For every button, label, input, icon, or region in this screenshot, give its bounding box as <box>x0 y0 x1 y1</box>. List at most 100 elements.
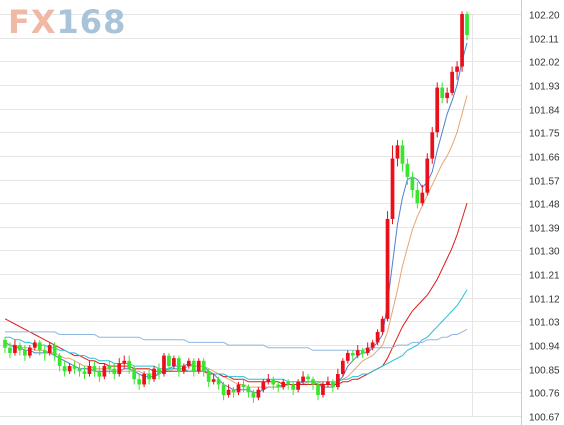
candle-body <box>251 392 256 398</box>
candle-body <box>92 366 97 372</box>
candle-body <box>465 14 469 36</box>
candle-body <box>420 192 425 204</box>
candle-body <box>450 71 454 93</box>
candle-body <box>375 331 380 343</box>
y-tick-label: 100.76 <box>529 389 560 400</box>
candle-body <box>57 355 62 367</box>
y-tick-label: 101.48 <box>529 200 560 211</box>
candle-body <box>410 176 415 191</box>
candle-body <box>395 145 400 159</box>
candle-body <box>286 381 291 385</box>
candle-body <box>331 381 335 388</box>
y-tick-label: 101.12 <box>529 295 560 306</box>
y-tick-label: 101.30 <box>529 247 560 258</box>
moving-average-line <box>5 95 468 388</box>
y-tick-label: 101.57 <box>529 177 560 188</box>
candle-body <box>186 360 191 367</box>
price-axis: 102.20 102.11 102.02 101.93 101.84 101.75 101.… <box>521 0 560 425</box>
candle-body <box>97 371 102 377</box>
candle-body <box>221 384 226 395</box>
y-tick-label: 100.94 <box>529 342 560 353</box>
y-tick-label: 101.84 <box>529 106 560 117</box>
candle-body <box>152 368 156 380</box>
candle-body <box>122 360 127 364</box>
candle-body <box>425 158 430 193</box>
candle-body <box>206 371 211 382</box>
candle-body <box>311 379 315 385</box>
candle-body <box>8 347 12 353</box>
candle-body <box>127 360 132 369</box>
y-tick-label: 101.03 <box>529 318 560 329</box>
candle-body <box>216 379 221 385</box>
candles <box>3 11 469 403</box>
candle-body <box>132 368 137 380</box>
y-tick-label: 102.02 <box>529 58 560 69</box>
candle-body <box>236 384 241 393</box>
candle-body <box>385 218 390 319</box>
candle-body <box>157 368 161 374</box>
candle-body <box>316 384 320 395</box>
candle-body <box>226 389 231 395</box>
candle-body <box>137 379 142 385</box>
candle-body <box>47 345 52 353</box>
candle-body <box>172 358 176 367</box>
candle-body <box>13 345 17 353</box>
candle-body <box>256 389 261 398</box>
candle-body <box>360 350 365 353</box>
candle-body <box>445 92 450 99</box>
candle-body <box>301 376 305 382</box>
candle-body <box>365 347 370 353</box>
candle-body <box>52 345 57 356</box>
candle-body <box>455 66 459 72</box>
candle-body <box>430 132 435 159</box>
y-tick-label: 102.20 <box>529 11 560 22</box>
fx168-logo: FX168 <box>8 2 126 42</box>
y-tick-label: 102.11 <box>529 35 559 46</box>
candle-body <box>380 318 385 332</box>
candle-body <box>102 366 107 377</box>
candle-body <box>191 360 196 372</box>
candle-body <box>355 350 360 356</box>
candle-body <box>167 355 171 367</box>
candle-body <box>345 352 350 361</box>
candle-body <box>112 368 117 374</box>
candle-body <box>162 355 166 374</box>
y-tick-label: 101.21 <box>529 271 560 282</box>
logo-digits: 168 <box>56 3 127 41</box>
y-tick-label: 100.85 <box>529 366 560 377</box>
candle-body <box>196 360 201 372</box>
candle-body <box>107 366 112 369</box>
candle-body <box>326 381 330 385</box>
candle-body <box>390 158 395 219</box>
candle-body <box>142 373 146 385</box>
candle-body <box>271 379 276 385</box>
candle-body <box>23 350 27 356</box>
candle-body <box>246 387 251 393</box>
moving-average-line <box>5 289 468 383</box>
candle-body <box>181 366 186 372</box>
candle-body <box>67 366 72 372</box>
candle-body <box>211 379 216 382</box>
candle-body <box>340 360 345 374</box>
candle-body <box>62 366 67 372</box>
candle-body <box>147 373 151 380</box>
y-tick-label: 101.75 <box>529 129 560 140</box>
moving-average-lines <box>4 42 468 393</box>
candle-body <box>261 381 266 390</box>
candle-body <box>281 381 286 388</box>
candle-body <box>400 145 405 164</box>
candle-body <box>177 358 181 372</box>
candle-body <box>266 379 271 382</box>
candle-body <box>201 360 206 372</box>
candle-body <box>350 352 355 356</box>
candle-body <box>370 342 375 348</box>
candle-body <box>231 389 236 393</box>
candle-body <box>291 384 296 390</box>
candle-body <box>321 384 325 395</box>
moving-average-line <box>4 42 468 393</box>
candle-body <box>306 376 310 380</box>
candle-body <box>415 190 420 204</box>
y-tick-label: 101.93 <box>529 82 560 93</box>
candle-body <box>117 363 122 374</box>
